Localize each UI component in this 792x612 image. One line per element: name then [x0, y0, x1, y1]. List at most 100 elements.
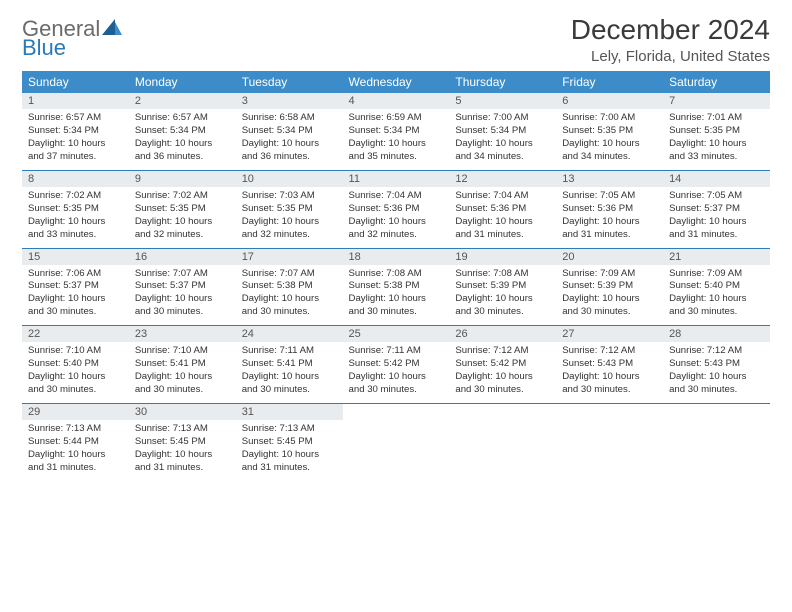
day-info: Sunrise: 7:00 AMSunset: 5:35 PMDaylight:…	[556, 109, 663, 170]
daylight-text: Daylight: 10 hours	[242, 449, 337, 462]
day-info: Sunrise: 6:57 AMSunset: 5:34 PMDaylight:…	[129, 109, 236, 170]
daylight-text-2: and 30 minutes.	[135, 306, 230, 319]
logo-text-blue: Blue	[22, 35, 66, 60]
day-info: Sunrise: 6:58 AMSunset: 5:34 PMDaylight:…	[236, 109, 343, 170]
sunrise-text: Sunrise: 6:57 AM	[28, 112, 123, 125]
daylight-text: Daylight: 10 hours	[28, 449, 123, 462]
day-number: 25	[343, 326, 450, 342]
daylight-text-2: and 30 minutes.	[242, 384, 337, 397]
daylight-text-2: and 32 minutes.	[242, 229, 337, 242]
day-number: 6	[556, 93, 663, 109]
calendar-cell: 23Sunrise: 7:10 AMSunset: 5:41 PMDayligh…	[129, 326, 236, 404]
calendar-row: 15Sunrise: 7:06 AMSunset: 5:37 PMDayligh…	[22, 248, 770, 326]
sunrise-text: Sunrise: 7:07 AM	[135, 268, 230, 281]
title-block: December 2024 Lely, Florida, United Stat…	[571, 14, 770, 65]
day-info: Sunrise: 7:02 AMSunset: 5:35 PMDaylight:…	[129, 187, 236, 248]
day-number: 4	[343, 93, 450, 109]
sunrise-text: Sunrise: 7:11 AM	[349, 345, 444, 358]
daylight-text-2: and 30 minutes.	[28, 384, 123, 397]
sunset-text: Sunset: 5:42 PM	[455, 358, 550, 371]
daylight-text: Daylight: 10 hours	[28, 371, 123, 384]
daylight-text: Daylight: 10 hours	[455, 293, 550, 306]
daylight-text: Daylight: 10 hours	[28, 138, 123, 151]
sunset-text: Sunset: 5:38 PM	[242, 280, 337, 293]
daylight-text-2: and 30 minutes.	[562, 306, 657, 319]
calendar-cell: ..	[556, 404, 663, 481]
page-title: December 2024	[571, 14, 770, 46]
sunrise-text: Sunrise: 7:12 AM	[562, 345, 657, 358]
day-info: Sunrise: 7:04 AMSunset: 5:36 PMDaylight:…	[343, 187, 450, 248]
day-number: 21	[663, 249, 770, 265]
sunset-text: Sunset: 5:37 PM	[28, 280, 123, 293]
sunset-text: Sunset: 5:35 PM	[562, 125, 657, 138]
calendar-cell: 27Sunrise: 7:12 AMSunset: 5:43 PMDayligh…	[556, 326, 663, 404]
day-info: Sunrise: 7:08 AMSunset: 5:38 PMDaylight:…	[343, 265, 450, 326]
daylight-text: Daylight: 10 hours	[349, 138, 444, 151]
sunrise-text: Sunrise: 7:02 AM	[28, 190, 123, 203]
sunset-text: Sunset: 5:36 PM	[455, 203, 550, 216]
calendar-cell: ..	[663, 404, 770, 481]
sunset-text: Sunset: 5:35 PM	[669, 125, 764, 138]
calendar-cell: 6Sunrise: 7:00 AMSunset: 5:35 PMDaylight…	[556, 93, 663, 170]
sunset-text: Sunset: 5:40 PM	[669, 280, 764, 293]
location-text: Lely, Florida, United States	[571, 48, 770, 65]
sunrise-text: Sunrise: 7:00 AM	[562, 112, 657, 125]
day-number: 15	[22, 249, 129, 265]
weekday-header: Wednesday	[343, 71, 450, 93]
sunset-text: Sunset: 5:41 PM	[242, 358, 337, 371]
day-number: 3	[236, 93, 343, 109]
header: General Blue December 2024 Lely, Florida…	[22, 14, 770, 65]
sunset-text: Sunset: 5:34 PM	[28, 125, 123, 138]
day-info: Sunrise: 7:09 AMSunset: 5:39 PMDaylight:…	[556, 265, 663, 326]
sunrise-text: Sunrise: 7:13 AM	[28, 423, 123, 436]
sunset-text: Sunset: 5:44 PM	[28, 436, 123, 449]
sunset-text: Sunset: 5:35 PM	[28, 203, 123, 216]
daylight-text: Daylight: 10 hours	[135, 138, 230, 151]
calendar-cell: 9Sunrise: 7:02 AMSunset: 5:35 PMDaylight…	[129, 170, 236, 248]
calendar-cell: 21Sunrise: 7:09 AMSunset: 5:40 PMDayligh…	[663, 248, 770, 326]
calendar-cell: 14Sunrise: 7:05 AMSunset: 5:37 PMDayligh…	[663, 170, 770, 248]
sunset-text: Sunset: 5:41 PM	[135, 358, 230, 371]
weekday-header: Tuesday	[236, 71, 343, 93]
weekday-header: Sunday	[22, 71, 129, 93]
daylight-text: Daylight: 10 hours	[349, 216, 444, 229]
calendar-cell: 12Sunrise: 7:04 AMSunset: 5:36 PMDayligh…	[449, 170, 556, 248]
sunrise-text: Sunrise: 7:03 AM	[242, 190, 337, 203]
day-number: 28	[663, 326, 770, 342]
daylight-text: Daylight: 10 hours	[669, 293, 764, 306]
daylight-text: Daylight: 10 hours	[28, 216, 123, 229]
calendar-cell: 5Sunrise: 7:00 AMSunset: 5:34 PMDaylight…	[449, 93, 556, 170]
day-number: 9	[129, 171, 236, 187]
day-number: 10	[236, 171, 343, 187]
sunrise-text: Sunrise: 7:05 AM	[562, 190, 657, 203]
daylight-text: Daylight: 10 hours	[28, 293, 123, 306]
daylight-text: Daylight: 10 hours	[349, 371, 444, 384]
sunset-text: Sunset: 5:34 PM	[135, 125, 230, 138]
weekday-header: Monday	[129, 71, 236, 93]
daylight-text: Daylight: 10 hours	[135, 293, 230, 306]
daylight-text-2: and 36 minutes.	[242, 151, 337, 164]
sunset-text: Sunset: 5:39 PM	[562, 280, 657, 293]
calendar-cell: 30Sunrise: 7:13 AMSunset: 5:45 PMDayligh…	[129, 404, 236, 481]
daylight-text-2: and 31 minutes.	[562, 229, 657, 242]
sunset-text: Sunset: 5:37 PM	[669, 203, 764, 216]
sunset-text: Sunset: 5:35 PM	[242, 203, 337, 216]
calendar-cell: 15 Sunrise: 7:06 AMSunset: 5:37 PMDayligh…	[22, 248, 129, 326]
daylight-text: Daylight: 10 hours	[562, 216, 657, 229]
day-info: Sunrise: 7:10 AMSunset: 5:41 PMDaylight:…	[129, 342, 236, 403]
daylight-text-2: and 30 minutes.	[669, 306, 764, 319]
day-info: Sunrise: 7:13 AMSunset: 5:45 PMDaylight:…	[236, 420, 343, 481]
calendar-cell: 13Sunrise: 7:05 AMSunset: 5:36 PMDayligh…	[556, 170, 663, 248]
day-number: 13	[556, 171, 663, 187]
calendar-cell: 2Sunrise: 6:57 AMSunset: 5:34 PMDaylight…	[129, 93, 236, 170]
calendar-cell: 18Sunrise: 7:08 AMSunset: 5:38 PMDayligh…	[343, 248, 450, 326]
day-number: 24	[236, 326, 343, 342]
sunrise-text: Sunrise: 7:09 AM	[562, 268, 657, 281]
sunrise-text: Sunrise: 7:11 AM	[242, 345, 337, 358]
sunrise-text: Sunrise: 7:06 AM	[28, 268, 123, 281]
sunrise-text: Sunrise: 7:04 AM	[349, 190, 444, 203]
sunrise-text: Sunrise: 6:59 AM	[349, 112, 444, 125]
day-number: 17	[236, 249, 343, 265]
sunrise-text: Sunrise: 7:13 AM	[242, 423, 337, 436]
calendar-cell: 19Sunrise: 7:08 AMSunset: 5:39 PMDayligh…	[449, 248, 556, 326]
